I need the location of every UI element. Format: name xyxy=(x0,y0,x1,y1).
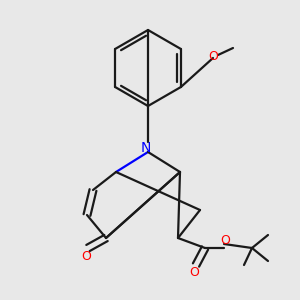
Text: N: N xyxy=(141,141,151,155)
Text: O: O xyxy=(189,266,199,278)
Text: O: O xyxy=(220,235,230,248)
Text: O: O xyxy=(81,250,91,262)
Text: O: O xyxy=(208,50,218,64)
